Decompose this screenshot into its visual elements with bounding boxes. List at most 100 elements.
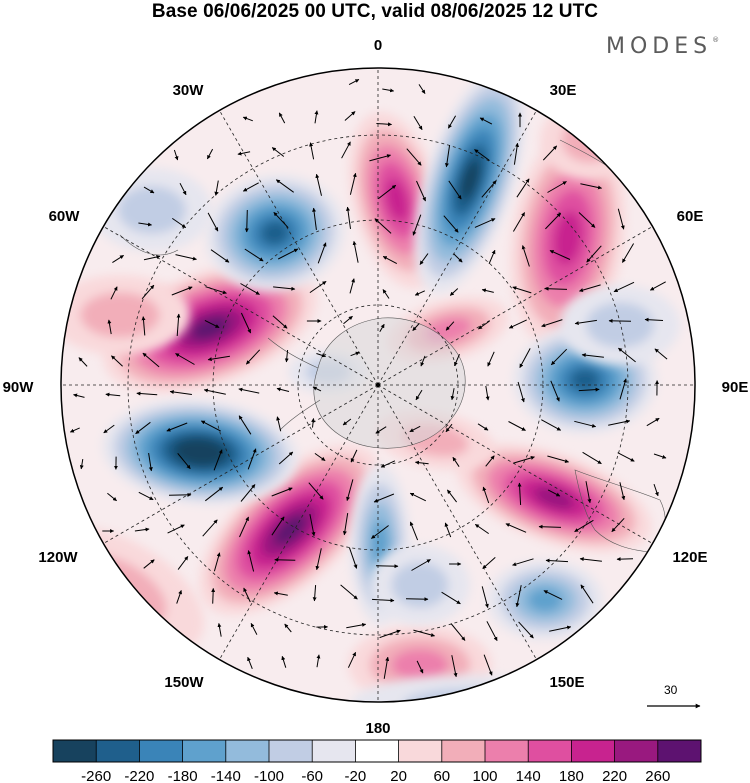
wind-vector-arrow [619, 482, 626, 501]
wind-vector-arrow [136, 391, 158, 396]
wind-vector-arrow [312, 386, 322, 392]
wind-vector-arrow [179, 182, 187, 196]
anomaly-contour-fill [80, 292, 160, 338]
wind-vector-arrow [482, 557, 496, 569]
wind-vector-arrow [508, 421, 526, 431]
wind-vector-arrow [574, 519, 594, 533]
wind-vector-arrow [240, 484, 256, 502]
colorbar-tick-label: 260 [645, 768, 670, 783]
colorbar-tick-label: 220 [602, 768, 627, 783]
wind-vector-arrow [443, 215, 459, 233]
wind-vector-arrow [585, 481, 592, 504]
antarctic-peninsula-outline [267, 337, 321, 431]
meridian-line [103, 384, 379, 544]
wind-vector-arrow [447, 115, 457, 129]
wind-vector-arrow [312, 207, 317, 230]
lon-label-150e: 150E [549, 674, 584, 691]
wind-vector-arrow [578, 212, 596, 228]
wind-vector-arrow [512, 558, 534, 567]
wind-vector-arrow [512, 286, 532, 294]
wind-vector-arrow [314, 110, 319, 124]
wind-vector-arrow [217, 623, 222, 637]
south-pole-marker [375, 382, 381, 388]
wind-vector-arrow [379, 629, 401, 639]
wind-vector-arrow [250, 622, 258, 635]
wind-vector-arrow [350, 351, 360, 357]
colorbar-tick-label: 180 [559, 768, 584, 783]
colorbar-swatch [182, 740, 227, 762]
wind-vector-arrow [316, 353, 326, 358]
wind-vector-arrow [646, 417, 660, 427]
colorbar-tick-label: -20 [345, 768, 367, 783]
wind-vector-arrow [538, 524, 562, 529]
wind-vector-arrow [276, 387, 290, 392]
wind-vector-arrow [271, 487, 293, 497]
wind-vectors [69, 78, 668, 679]
colorbar-swatch [53, 740, 97, 762]
wind-vector-arrow [352, 240, 359, 263]
wind-vector-arrow [621, 243, 635, 263]
wind-vector-arrow [416, 180, 426, 202]
wind-vector-arrow [134, 527, 150, 532]
wind-vector-arrow [550, 380, 560, 402]
anomaly-contour-fill [540, 100, 640, 180]
wind-vector-arrow [177, 556, 189, 570]
lon-label-0: 0 [374, 37, 382, 54]
wind-vector-arrow [581, 353, 604, 358]
wind-vector-arrow [202, 519, 218, 537]
wind-vector-arrow [239, 516, 249, 538]
wind-vector-arrow [169, 390, 192, 395]
wind-vector-arrow [284, 349, 289, 363]
wind-vector-arrow [611, 517, 625, 533]
wind-vector-arrow [308, 482, 324, 500]
wind-vector-arrow [281, 655, 287, 668]
wind-vector-arrow [143, 559, 155, 569]
wind-vector-arrow [483, 654, 493, 676]
wind-vector-arrow [547, 489, 561, 497]
wind-vector-arrow [213, 449, 223, 471]
anomaly-contour-fill [190, 316, 230, 340]
colorbar-tick-label: 100 [472, 768, 497, 783]
wind-vector-arrow [317, 242, 327, 264]
colorbar-swatch [657, 740, 702, 762]
latitude-circle [127, 134, 629, 636]
wind-vector-arrow [574, 420, 597, 428]
wind-vector-arrow [205, 286, 227, 295]
colorbar-tick-label: 20 [390, 768, 407, 783]
wind-vector-arrow [110, 286, 118, 300]
wind-vector-arrow [207, 355, 230, 362]
wind-vector-arrow [579, 284, 601, 293]
wind-vector-arrow [419, 253, 429, 265]
wind-vector-arrow [347, 651, 357, 668]
colorbar-swatch [398, 740, 443, 762]
wind-vector-arrow [542, 145, 558, 161]
wind-vector-arrow [452, 456, 460, 467]
lon-label-180: 180 [365, 720, 390, 737]
wind-vector-arrow [141, 316, 146, 336]
wind-vector-arrow [481, 180, 497, 198]
wind-vector-arrow [613, 281, 635, 293]
anomaly-contour-fill [553, 210, 583, 266]
wind-vector-arrow [405, 597, 429, 602]
meridian-line [219, 110, 379, 386]
wind-vector-arrow [176, 590, 183, 604]
meridian-line [103, 226, 379, 386]
wind-vector-arrow [105, 392, 121, 397]
wind-vector-arrow [141, 284, 155, 300]
wind-vector-arrow [148, 453, 153, 472]
wind-vector-arrow [272, 315, 288, 329]
wind-vector-arrow [350, 449, 358, 463]
negative-anomaly-center [205, 174, 345, 292]
wind-vector-arrow [382, 88, 395, 93]
wind-vector-arrow [485, 455, 495, 467]
wind-vector-arrow [412, 323, 420, 331]
wind-vector-arrow [271, 516, 285, 536]
wind-vector-arrow [314, 452, 326, 462]
lon-label-30w: 30W [173, 82, 205, 99]
wind-vector-arrow [478, 320, 490, 330]
wind-vector-arrow [143, 186, 155, 194]
colorbar-tick-label: -260 [81, 768, 111, 783]
wind-vector-arrow [444, 522, 452, 538]
wind-vector-arrow [413, 116, 423, 131]
anomaly-contour-fill [391, 562, 449, 608]
